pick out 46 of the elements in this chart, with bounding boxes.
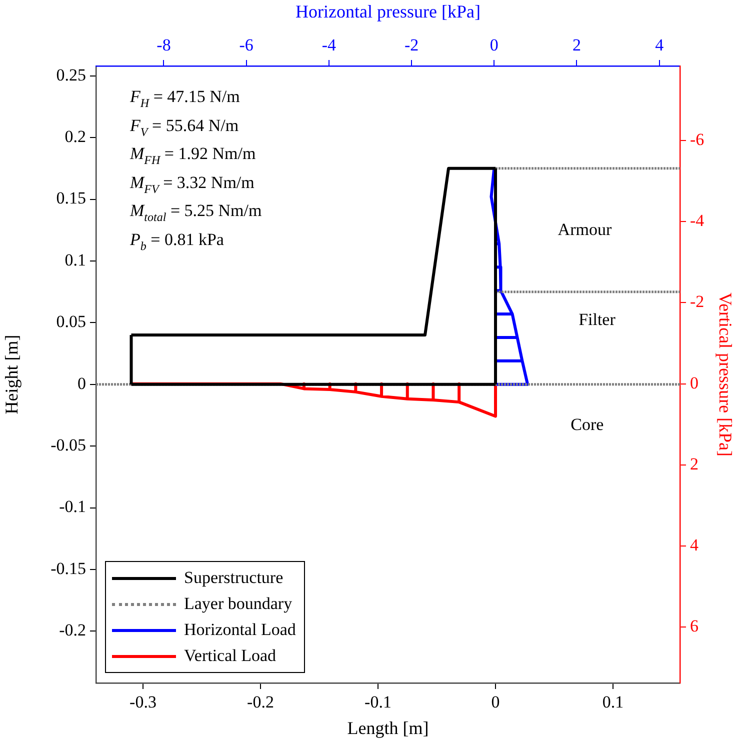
y2-tick-label: -4	[690, 211, 705, 230]
x2-tick-label: 4	[655, 35, 664, 54]
y2-tick-label: -2	[690, 292, 704, 312]
x-tick-label: 0	[491, 692, 500, 712]
x-tick-label: -0.3	[130, 692, 156, 712]
x2-tick-label: 0	[490, 35, 498, 54]
y2-axis-title: Vertical pressure [kPa]	[715, 292, 736, 456]
y-tick-label: -0.1	[59, 497, 86, 516]
annotation: M$_{FV}$ = 3.32 Nm/m	[130, 172, 254, 196]
x-axis-title: Length [m]	[347, 718, 429, 738]
x-tick-label: -0.2	[247, 692, 274, 712]
annotation: F$_{V}$ = 55.64 N/m	[130, 116, 239, 138]
annotation: F$_{H}$ = 47.15 N/m	[130, 87, 240, 110]
y-axis-title: Height [m]	[2, 334, 22, 414]
annotation: Filter	[578, 310, 616, 330]
x2-tick-label: -8	[156, 35, 171, 54]
legend-label: Vertical Load	[184, 646, 276, 666]
legend-label: Superstructure	[184, 568, 284, 588]
annotation: P$_{b}$ = 0.81 kPa	[130, 230, 224, 252]
y-tick-label: 0.05	[56, 312, 86, 332]
y-tick-label: -0.15	[50, 558, 86, 578]
y2-tick-label: 4	[690, 535, 699, 554]
annotation: Armour	[558, 220, 612, 239]
x2-tick-label: -2	[404, 35, 419, 54]
y-tick-label: 0.15	[56, 188, 86, 208]
annotation: M$_{total}$ = 5.25 Nm/m	[130, 201, 262, 224]
x-tick-label: -0.1	[364, 692, 392, 712]
x2-tick-label: -6	[239, 35, 254, 54]
y2-tick-label: 6	[690, 616, 698, 636]
annotation: Core	[570, 414, 604, 434]
legend-label: Layer boundary	[184, 594, 292, 614]
annotation: M$_{FH}$ = 1.92 Nm/m	[130, 144, 256, 167]
y-tick-label: 0.25	[56, 65, 86, 84]
x2-axis-title: Horizontal pressure [kPa]	[296, 2, 480, 22]
x2-tick-label: -4	[322, 35, 337, 54]
x2-tick-label: 2	[572, 35, 581, 54]
y-tick-label: 0.1	[64, 250, 86, 270]
y-tick-label: 0.2	[64, 127, 86, 146]
y-tick-label: -0.05	[50, 436, 86, 455]
y-tick-label: -0.2	[59, 620, 86, 640]
y2-tick-label: 2	[690, 454, 698, 474]
legend-label: Horizontal Load	[184, 620, 296, 640]
y2-tick-label: 0	[690, 373, 698, 392]
y2-tick-label: -6	[690, 130, 704, 150]
x-tick-label: 0.1	[602, 692, 624, 712]
y-tick-label: 0	[78, 374, 86, 393]
